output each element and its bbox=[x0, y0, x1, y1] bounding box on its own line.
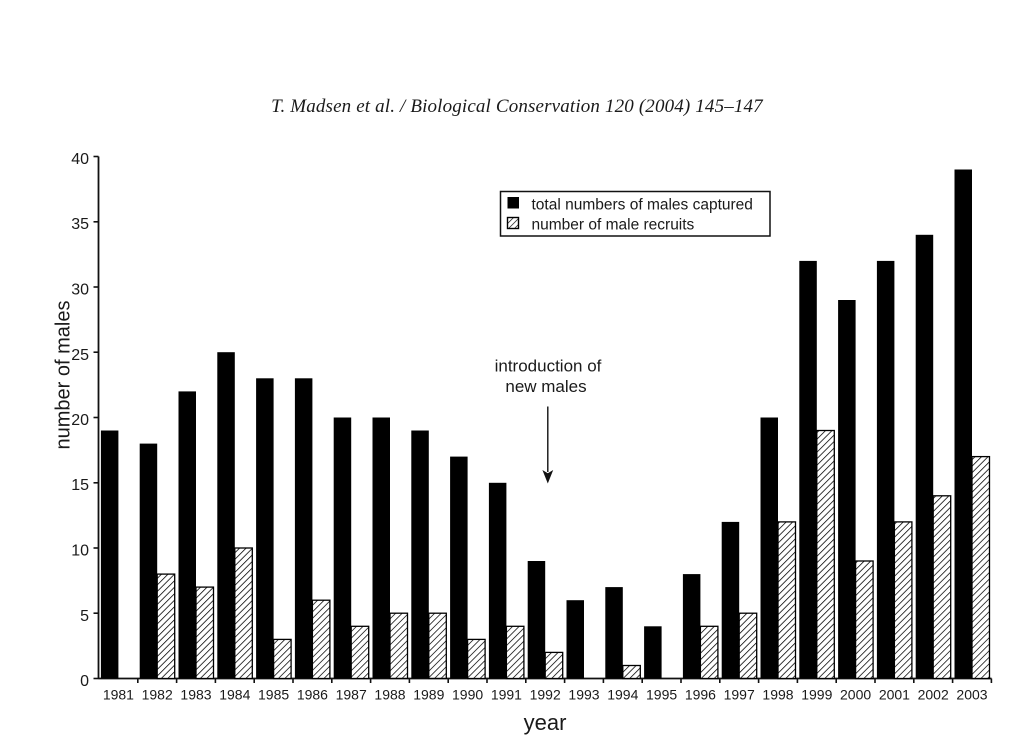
svg-text:1997: 1997 bbox=[724, 687, 755, 703]
svg-text:1987: 1987 bbox=[336, 687, 367, 703]
svg-text:1981: 1981 bbox=[103, 687, 134, 703]
svg-text:0: 0 bbox=[80, 673, 89, 690]
svg-text:1993: 1993 bbox=[568, 687, 599, 703]
svg-text:2003: 2003 bbox=[956, 687, 987, 703]
svg-text:15: 15 bbox=[71, 477, 89, 494]
svg-text:1991: 1991 bbox=[491, 687, 522, 703]
svg-text:35: 35 bbox=[71, 216, 89, 233]
svg-text:5: 5 bbox=[80, 608, 89, 625]
svg-text:1984: 1984 bbox=[219, 687, 250, 703]
svg-text:25: 25 bbox=[71, 347, 89, 364]
svg-text:1983: 1983 bbox=[180, 687, 211, 703]
svg-text:1985: 1985 bbox=[258, 687, 289, 703]
svg-text:introduction of: introduction of bbox=[495, 357, 602, 376]
svg-text:1982: 1982 bbox=[142, 687, 173, 703]
svg-text:1998: 1998 bbox=[762, 687, 793, 703]
svg-text:1986: 1986 bbox=[297, 687, 328, 703]
svg-text:number of males: number of males bbox=[53, 301, 75, 450]
svg-text:1994: 1994 bbox=[607, 687, 638, 703]
svg-text:30: 30 bbox=[71, 282, 89, 299]
svg-text:20: 20 bbox=[71, 412, 89, 429]
svg-text:1988: 1988 bbox=[374, 687, 405, 703]
svg-text:number of male recruits: number of male recruits bbox=[532, 217, 695, 234]
svg-text:1989: 1989 bbox=[413, 687, 444, 703]
svg-text:new males: new males bbox=[505, 377, 586, 396]
svg-text:10: 10 bbox=[71, 543, 89, 560]
svg-text:2002: 2002 bbox=[918, 687, 949, 703]
svg-text:year: year bbox=[524, 710, 567, 735]
svg-text:1990: 1990 bbox=[452, 687, 483, 703]
svg-text:1996: 1996 bbox=[685, 687, 716, 703]
svg-text:1999: 1999 bbox=[801, 687, 832, 703]
svg-text:2000: 2000 bbox=[840, 687, 871, 703]
svg-text:2001: 2001 bbox=[879, 687, 910, 703]
svg-text:total numbers of males capture: total numbers of males captured bbox=[532, 197, 753, 214]
svg-text:1995: 1995 bbox=[646, 687, 677, 703]
svg-text:40: 40 bbox=[71, 151, 89, 168]
svg-text:T. Madsen et al. / Biological: T. Madsen et al. / Biological Conservati… bbox=[271, 96, 764, 117]
svg-text:1992: 1992 bbox=[530, 687, 561, 703]
